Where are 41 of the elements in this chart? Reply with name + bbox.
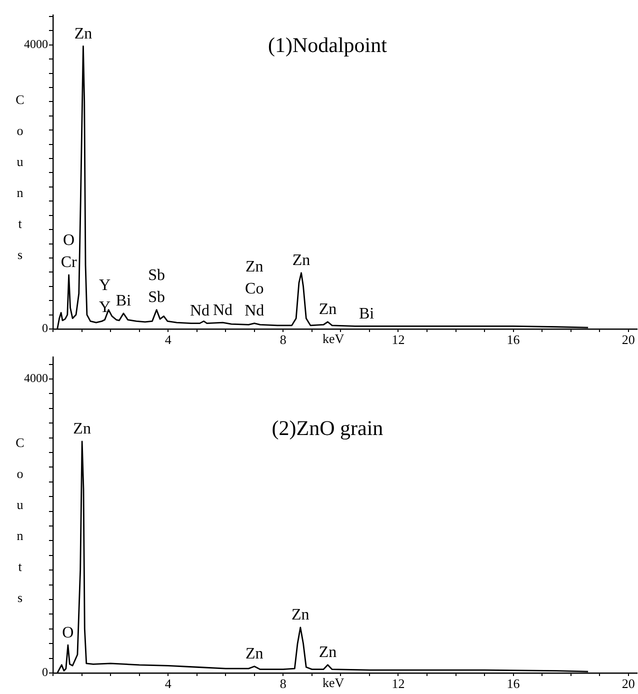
x-tick-label: 4 — [164, 676, 172, 692]
annotation: Sb — [148, 289, 166, 306]
annotation: Co — [245, 280, 264, 298]
annotation: Y — [99, 276, 111, 294]
x-tick-label: 12 — [392, 676, 405, 692]
annotation: Cr — [60, 254, 78, 272]
annotation: Nd — [244, 302, 264, 320]
text: (1)Nodalpoint — [268, 32, 388, 57]
annotation: O — [63, 232, 75, 250]
x-axis-title: keV — [322, 674, 345, 690]
x-tick-label: 8 — [280, 676, 286, 692]
annotation: Nd — [212, 302, 233, 319]
x-tick-label: 16 — [506, 676, 520, 692]
x-axis-title: keV — [322, 330, 345, 346]
text: Counts — [16, 435, 24, 606]
x-tick-label: 8 — [280, 332, 286, 348]
annotation: Nd — [190, 302, 210, 320]
y-tick-label: 4000 — [24, 36, 48, 51]
annotation: Zn — [245, 646, 264, 663]
annotation: Zn — [318, 301, 337, 318]
x-tick-label: 4 — [164, 332, 172, 348]
annotation: Y — [99, 298, 111, 316]
annotation: Zn — [292, 606, 310, 624]
annotation: Bi — [359, 305, 375, 322]
annotation: O — [62, 624, 74, 642]
y-tick-label: 4000 — [24, 371, 48, 386]
y-tick-label: 0 — [42, 665, 48, 680]
annotation: Zn — [245, 258, 264, 276]
annotation: Bi — [116, 292, 132, 310]
text: (2)ZnO grain — [272, 416, 384, 440]
annotation: Sb — [148, 267, 166, 284]
x-tick-label: 20 — [622, 332, 635, 348]
annotation: Zn — [318, 644, 337, 662]
annotation: Zn — [292, 252, 310, 270]
x-tick-label: 16 — [506, 332, 520, 348]
y-tick-label: 0 — [42, 321, 48, 336]
annotation: Zn — [73, 420, 91, 438]
annotation: Zn — [74, 25, 92, 42]
text: Counts — [16, 92, 24, 262]
x-tick-label: 12 — [392, 332, 405, 348]
x-tick-label: 20 — [622, 676, 635, 692]
